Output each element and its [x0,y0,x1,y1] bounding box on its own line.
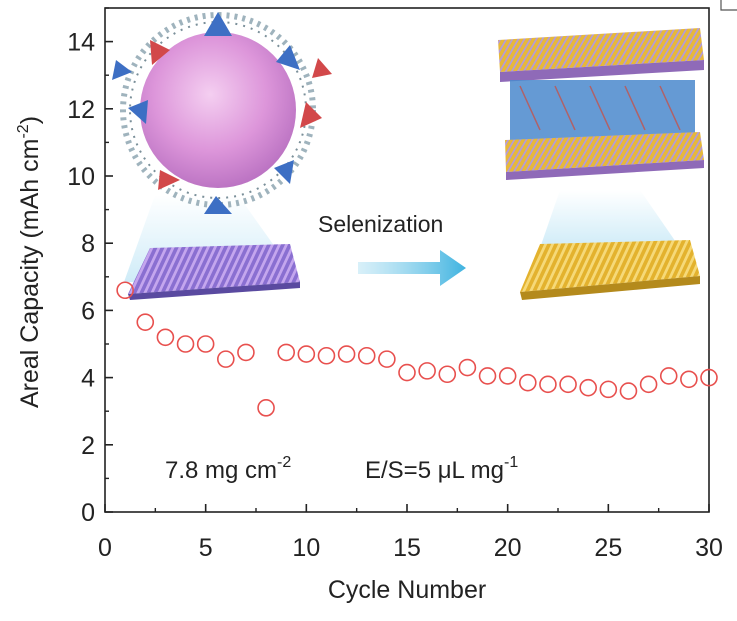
data-point [539,375,557,394]
data-point [418,362,436,380]
data-point [237,343,255,362]
data-point [156,328,175,347]
y-axis-ticks: 0 2 4 6 8 10 12 14 [67,7,113,527]
x-tick-label: 0 [98,534,112,562]
data-point [196,335,215,353]
data-point [458,358,477,377]
data-point [639,375,658,394]
es-ratio-superscript: -1 [504,454,518,471]
data-point [599,380,618,399]
x-tick-label: 25 [594,534,622,562]
data-point [518,373,537,392]
loading-text: 7.8 mg cm [165,457,277,484]
data-point [438,365,457,384]
data-point [700,368,718,387]
data-point [579,378,598,397]
x-axis-ticks: 0 5 10 15 20 25 30 [98,504,723,562]
x-tick-label: 20 [494,534,522,562]
data-series [116,281,718,417]
inset-illustrations: Selenization [112,12,704,300]
data-point [378,350,396,368]
y-tick-label: 14 [67,29,95,57]
data-point [478,367,497,385]
data-point [357,346,376,365]
y-tick-label: 10 [67,163,95,191]
y-axis-label-close: ) [16,116,44,124]
layered-material-illustration [498,28,704,300]
data-point [277,343,296,362]
y-tick-label: 2 [81,432,95,460]
data-point [136,313,155,331]
data-point [619,382,638,400]
data-point [297,345,316,363]
y-axis-label: Areal Capacity (mAh cm-2) [15,116,44,408]
data-point [559,375,577,394]
data-point [398,363,416,382]
arrow-label: Selenization [318,211,443,237]
selenization-arrow [358,250,466,286]
y-tick-label: 6 [81,297,95,325]
data-point [659,367,678,385]
data-point [337,345,356,363]
x-tick-label: 10 [292,534,320,562]
loading-superscript: -2 [277,454,291,471]
es-ratio-annotation: E/S=5 μL mg-1 [365,454,518,484]
y-tick-label: 4 [81,365,95,393]
data-point [257,399,275,417]
data-point [176,335,195,353]
y-tick-label: 0 [81,499,95,527]
y-tick-label: 12 [67,96,95,124]
cage-molecule-illustration [112,12,332,300]
data-point [317,346,336,365]
y-axis-label-text: Areal Capacity (mAh cm [16,139,44,409]
data-point [217,350,235,368]
x-axis-label: Cycle Number [328,576,486,604]
loading-annotation: 7.8 mg cm-2 [165,454,291,484]
data-point [498,367,517,385]
y-axis-label-superscript: -2 [15,124,32,138]
x-tick-label: 5 [199,534,213,562]
x-tick-label: 15 [393,534,421,562]
data-point [116,281,134,300]
data-point [680,370,698,389]
y-tick-label: 8 [81,230,95,258]
es-ratio-text: E/S=5 μL mg [365,457,504,484]
x-tick-label: 30 [695,534,723,562]
corner-mark [720,0,737,11]
